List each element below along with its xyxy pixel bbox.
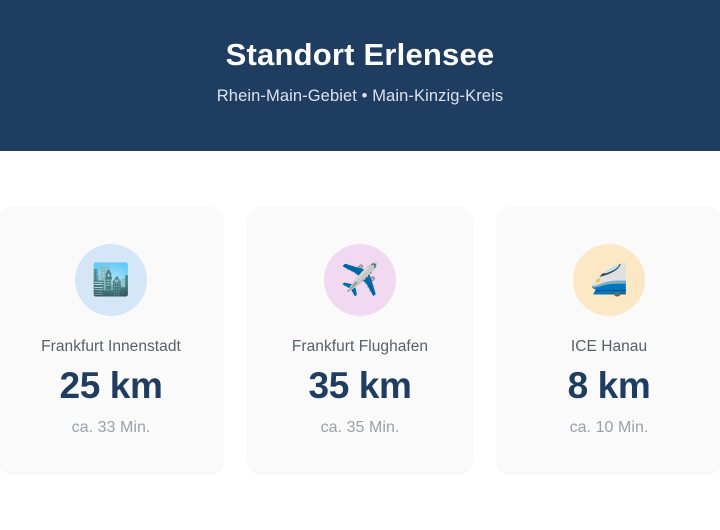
airplane-icon-glyph: ✈️ bbox=[340, 261, 380, 298]
card-duration: ca. 33 Min. bbox=[71, 419, 151, 437]
card-duration: ca. 10 Min. bbox=[569, 419, 649, 437]
card-label: ICE Hanau bbox=[570, 338, 648, 355]
cityscape-icon: 🏙️ bbox=[75, 244, 147, 316]
cityscape-icon-glyph: 🏙️ bbox=[91, 261, 131, 298]
card-duration: ca. 35 Min. bbox=[320, 419, 400, 437]
card-distance-value: 35 km bbox=[308, 364, 412, 406]
distance-card-innenstadt[interactable]: 🏙️ Frankfurt Innenstadt 25 km ca. 33 Min… bbox=[0, 207, 223, 473]
bullet-train-icon: 🚄 bbox=[573, 244, 645, 316]
card-label: Frankfurt Innenstadt bbox=[41, 338, 181, 355]
card-distance-value: 8 km bbox=[567, 364, 651, 406]
page-header: Standort Erlensee Rhein-Main-Gebiet • Ma… bbox=[0, 0, 720, 151]
distance-card-ice-hanau[interactable]: 🚄 ICE Hanau 8 km ca. 10 Min. bbox=[497, 207, 720, 473]
distance-cards-row: 🏙️ Frankfurt Innenstadt 25 km ca. 33 Min… bbox=[0, 207, 720, 473]
distance-card-flughafen[interactable]: ✈️ Frankfurt Flughafen 35 km ca. 35 Min. bbox=[248, 207, 472, 473]
card-distance-value: 25 km bbox=[59, 364, 163, 406]
page-title: Standort Erlensee bbox=[225, 37, 495, 73]
page-subtitle: Rhein-Main-Gebiet • Main-Kinzig-Kreis bbox=[216, 86, 504, 105]
bullet-train-icon-glyph: 🚄 bbox=[589, 261, 629, 298]
card-label: Frankfurt Flughafen bbox=[291, 338, 429, 355]
airplane-icon: ✈️ bbox=[324, 244, 396, 316]
